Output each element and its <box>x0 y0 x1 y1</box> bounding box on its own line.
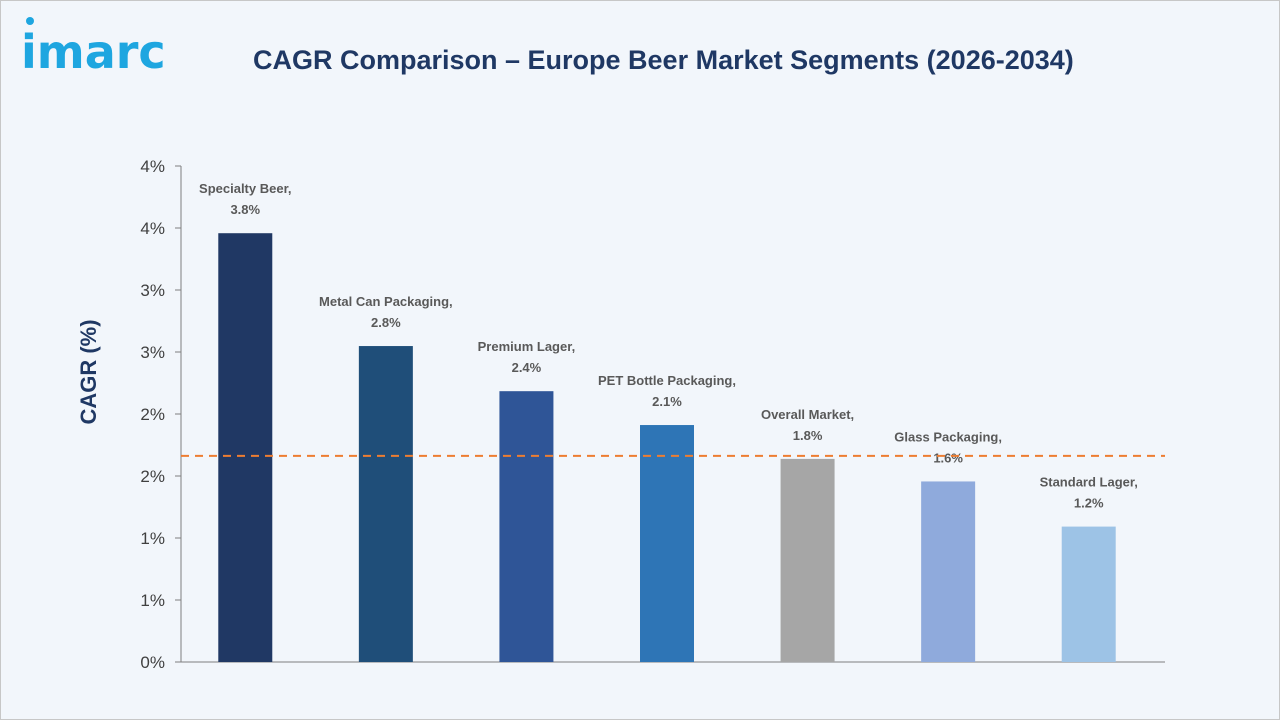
data-label-category: Premium Lager, <box>478 339 576 354</box>
bar-pet-bottle-packaging <box>640 425 694 662</box>
imarc-logo: imarc <box>21 25 166 79</box>
bar-standard-lager <box>1061 526 1116 662</box>
y-axis-title: CAGR (%) <box>76 319 101 424</box>
data-label-category: Standard Lager, <box>1040 475 1138 490</box>
bar-overall-market <box>780 458 835 662</box>
bar-glass-packaging <box>921 481 976 662</box>
y-tick-label: 0% <box>140 653 165 672</box>
logo-dot <box>26 17 34 25</box>
bar-metal-can-packaging <box>358 346 413 662</box>
y-tick-label: 2% <box>140 467 165 486</box>
bar-premium-lager <box>499 391 554 662</box>
data-label-value: 1.2% <box>1074 496 1104 511</box>
data-label-value: 2.1% <box>652 394 682 409</box>
data-label-category: Overall Market, <box>761 407 854 422</box>
y-tick-label: 4% <box>140 219 165 238</box>
y-tick-label: 1% <box>140 529 165 548</box>
y-tick-label: 3% <box>140 281 165 300</box>
data-label-value: 2.4% <box>512 360 542 375</box>
data-label-value: 1.8% <box>793 428 823 443</box>
data-label-value: 2.8% <box>371 315 401 330</box>
data-label-category: Metal Can Packaging, <box>319 294 453 309</box>
y-tick-label: 3% <box>140 343 165 362</box>
y-tick-label: 1% <box>140 591 165 610</box>
chart-title: CAGR Comparison – Europe Beer Market Seg… <box>253 45 1074 75</box>
data-label-category: PET Bottle Packaging, <box>598 373 736 388</box>
data-label-value: 3.8% <box>230 202 260 217</box>
data-label-category: Glass Packaging, <box>894 429 1002 444</box>
data-label-value: 1.6% <box>933 450 963 465</box>
data-label-category: Specialty Beer, <box>199 181 292 196</box>
y-tick-label: 2% <box>140 405 165 424</box>
y-tick-label: 4% <box>140 157 165 176</box>
bar-specialty-beer <box>218 233 273 662</box>
